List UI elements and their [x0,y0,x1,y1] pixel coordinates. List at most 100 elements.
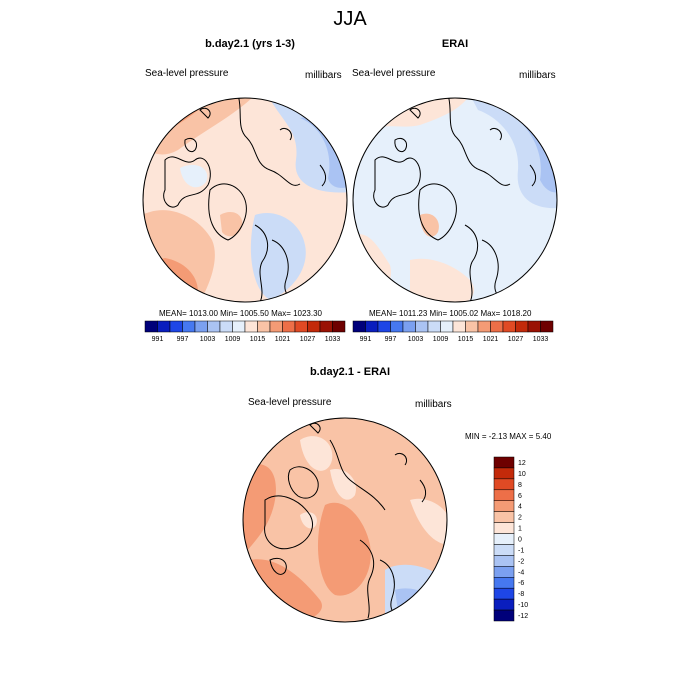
colorbar3-tick-4: 4 [518,504,522,511]
colorbar-panel1: 991 997 1003 1009 1015 1021 1027 1033 [144,320,346,343]
colorbar1-box-6 [219,320,233,333]
colorbar3-box-2 [493,478,515,491]
colorbar2-box-7 [440,320,454,333]
map3-coastlines [264,422,427,619]
colorbar2-tick-0: 991 [360,336,372,343]
colorbar3-tick-13: -10 [518,602,528,609]
colorbar2-tick-3: 1009 [433,336,449,343]
colorbar2-box-11 [490,320,504,333]
colorbar3-tick-1: 10 [518,471,526,478]
panel1-stats: MEAN= 1013.00 Min= 1005.50 Max= 1023.30 [159,309,322,318]
colorbar3-box-4 [493,500,515,512]
panel3-stats: MIN = -2.13 MAX = 5.40 [465,432,552,441]
colorbar2-tick-5: 1021 [483,336,499,343]
colorbar3-tick-3: 6 [518,493,522,500]
colorbar3-box-13 [493,598,515,611]
colorbar1-box-5 [207,320,221,333]
main-title: JJA [333,8,367,30]
colorbar2-tick-1: 997 [385,336,397,343]
colorbar3-box-11 [493,577,515,589]
colorbar1-box-1 [157,320,171,333]
map-panel1 [142,97,348,303]
colorbar1-box-8 [244,320,258,333]
map2-contour-high-south [410,258,474,302]
panel3-units-label: millibars [415,399,452,410]
colorbar3-box-0 [493,456,515,469]
colorbar3-box-14 [493,609,515,622]
map2-contour-high-greenland [420,213,439,237]
colorbar-panel2: 991 997 1003 1009 1015 1021 1027 1033 [352,320,554,343]
colorbar1-box-4 [194,320,208,333]
map2-boundary [352,97,558,303]
map3-contour-center [317,502,371,596]
colorbar3-tick-12: -8 [518,591,524,598]
colorbar2-tick-6: 1027 [508,336,524,343]
colorbar2-tick-7: 1033 [533,336,549,343]
panel3-variable-label: Sea-level pressure [248,397,332,408]
colorbar1-box-3 [182,320,196,333]
colorbar1-box-15 [332,320,346,333]
colorbar1-box-0 [144,320,158,333]
colorbar1-box-12 [294,320,308,333]
colorbar2-box-3 [390,320,404,333]
colorbar3-tick-11: -6 [518,580,524,587]
colorbar2-box-4 [402,320,416,333]
colorbar1-box-14 [319,320,333,333]
colorbar3-box-7 [493,533,515,545]
colorbar3-tick-2: 8 [518,482,522,489]
colorbar1-tick-4: 1015 [250,336,266,343]
colorbar1-box-7 [232,320,246,333]
colorbar3-box-12 [493,587,515,600]
map3-contour-low-east [410,498,447,545]
colorbar2-box-14 [527,320,541,333]
colorbar3-tick-6: 1 [518,526,522,533]
map1-boundary [142,97,348,303]
colorbar2-box-13 [515,320,529,333]
colorbar1-tick-6: 1027 [300,336,316,343]
colorbar3-box-1 [493,467,515,480]
colorbar2-box-9 [465,320,479,333]
colorbar1-tick-2: 1003 [200,336,216,343]
map-panel2 [352,97,558,303]
map3-contour-negative-se [385,564,446,622]
colorbar3-tick-8: -1 [518,547,524,554]
colorbar2-box-10 [477,320,491,333]
panel3-title: b.day2.1 - ERAI [309,366,391,378]
panel2-stats: MEAN= 1011.23 Min= 1005.02 Max= 1018.20 [369,309,532,318]
colorbar1-box-9 [257,320,271,333]
colorbar2-box-6 [427,320,441,333]
map3-contour-west [243,464,276,560]
map1-contour-neutral-arctic [180,164,208,188]
colorbar2-tick-4: 1015 [458,336,474,343]
panel1-variable-label: Sea-level pressure [145,68,229,79]
map3-boundary [242,417,448,623]
map3-contour-negative-se-core [395,588,440,622]
colorbar3-box-10 [493,566,515,578]
colorbar3-tick-0: 12 [518,460,526,467]
panel1-title: b.day2.1 (yrs 1-3) [205,38,295,50]
colorbar2-box-0 [352,320,366,333]
map-panel3 [242,417,448,623]
map3-contour-low-north [300,436,333,471]
panel2-variable-label: Sea-level pressure [352,68,436,79]
colorbar1-tick-7: 1033 [325,336,341,343]
colorbar2-box-8 [452,320,466,333]
colorbar3-tick-14: -12 [518,613,528,620]
colorbar1-box-13 [307,320,321,333]
colorbar1-box-10 [269,320,283,333]
colorbar2-tick-2: 1003 [408,336,424,343]
colorbar3-box-8 [493,544,515,556]
panel1-units-label: millibars [305,70,342,81]
colorbar3-box-6 [493,522,515,534]
colorbar3-tick-9: -2 [518,558,524,565]
colorbar1-box-2 [169,320,183,333]
colorbar1-tick-0: 991 [152,336,164,343]
map1-contour-high-greenland [220,212,243,237]
colorbar3-box-5 [493,511,515,523]
colorbar1-box-11 [282,320,296,333]
panel2-units-label: millibars [519,70,556,81]
colorbar2-box-15 [540,320,554,333]
colorbar2-box-1 [365,320,379,333]
